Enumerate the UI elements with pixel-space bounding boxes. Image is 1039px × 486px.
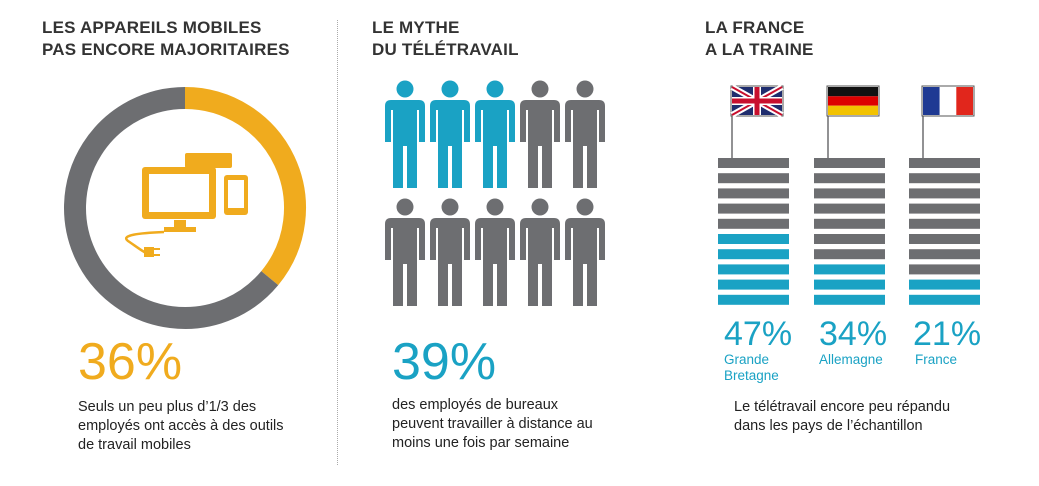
country-name-uk-line1: Grande [724, 352, 770, 367]
country-name-uk-line2: Bretagne [724, 368, 779, 383]
bar-segment-1-1 [814, 173, 885, 184]
bar-segment-1-4 [814, 218, 885, 229]
bar-segment-1-6 [814, 249, 885, 260]
country-name-germany: Allemagne [819, 352, 883, 367]
panel3-title-line2: A LA TRAINE [705, 40, 814, 59]
donut-slice-0 [184, 87, 306, 286]
bar-segment-0-1 [718, 173, 789, 184]
panel2-title-line1: LE MYTHE [372, 18, 460, 37]
panel3-description: Le télétravail encore peu répandu dans l… [734, 398, 950, 436]
bar-segment-1-3 [814, 203, 885, 214]
bar-segment-2-6 [909, 249, 980, 260]
panel2-title-line2: DU TÉLÉTRAVAIL [372, 40, 519, 59]
remote-work-pictogram [385, 80, 605, 306]
country-pct-uk: 47% [724, 315, 793, 353]
panel1-description: Seuls un peu plus d’1/3 des employés ont… [78, 398, 284, 455]
panel1-title-line1: LES APPAREILS MOBILES [42, 18, 262, 37]
bar-segment-2-7 [909, 264, 980, 275]
bar-segment-0-8 [718, 279, 789, 290]
bar-segment-0-3 [718, 203, 789, 214]
panel3-title-line1: LA FRANCE [705, 18, 805, 37]
bar-segment-2-2 [909, 188, 980, 199]
panel1-title: LES APPAREILS MOBILES PAS ENCORE MAJORIT… [42, 17, 290, 61]
panel2-description-line3: moins une fois par semaine [392, 435, 570, 451]
divider [337, 20, 338, 465]
bar-segment-2-5 [909, 234, 980, 244]
panel2-title: LE MYTHE DU TÉLÉTRAVAIL [372, 17, 519, 61]
panel2-description-line1: des employés de bureaux [392, 397, 559, 413]
bar-segment-2-9 [909, 294, 980, 305]
person-icon-6 [430, 198, 470, 306]
country-name-france: France [915, 352, 958, 367]
panel3-title: LA FRANCE A LA TRAINE [705, 17, 814, 61]
panel2-description: des employés de bureaux peuvent travaill… [392, 396, 593, 453]
country-pct-france: 21% [913, 315, 982, 353]
person-icon-2 [475, 80, 515, 188]
person-icon-0 [385, 80, 425, 188]
country-pct-germany: 34% [819, 315, 888, 353]
bar-segment-1-8 [814, 279, 885, 290]
panel3-description-line1: Le télétravail encore peu répandu [734, 399, 951, 415]
bar-segment-2-4 [909, 218, 980, 229]
panel1-description-line3: de travail mobiles [78, 437, 191, 453]
panel2-value: 39% [392, 333, 497, 391]
bar-segment-2-3 [909, 203, 980, 214]
bar-segment-0-0 [718, 158, 789, 168]
bar-segment-1-5 [814, 234, 885, 244]
donut-slice-1 [64, 87, 279, 329]
germany-flag-icon [826, 85, 880, 158]
devices-icon [125, 153, 248, 257]
person-icon-7 [475, 198, 515, 306]
panel2-description-line2: peuvent travailler à distance au [392, 416, 593, 432]
bar-segment-2-8 [909, 279, 980, 290]
bar-segment-0-6 [718, 249, 789, 260]
person-icon-5 [385, 198, 425, 306]
bar-segment-1-0 [814, 158, 885, 168]
bar-segment-0-9 [718, 294, 789, 305]
bar-segment-0-4 [718, 218, 789, 229]
bar-segment-0-2 [718, 188, 789, 199]
bar-segment-2-1 [909, 173, 980, 184]
panel1-description-line2: employés ont accès à des outils [78, 418, 284, 434]
uk-flag-icon [730, 84, 784, 158]
bar-segment-0-7 [718, 264, 789, 275]
person-icon-4 [565, 80, 605, 188]
bar-segment-1-2 [814, 188, 885, 199]
person-icon-9 [565, 198, 605, 306]
country-name-uk: Grande Bretagne [724, 352, 779, 384]
bar-segment-2-0 [909, 158, 980, 168]
bar-segment-1-9 [814, 294, 885, 305]
bar-segment-1-7 [814, 264, 885, 275]
panel1-title-line2: PAS ENCORE MAJORITAIRES [42, 40, 290, 59]
france-flag-icon [921, 85, 975, 158]
country-bars-chart [718, 84, 980, 305]
person-icon-1 [430, 80, 470, 188]
mobile-devices-donut-chart [64, 87, 306, 329]
panel3-description-line2: dans les pays de l’échantillon [734, 418, 923, 434]
person-icon-3 [520, 80, 560, 188]
panel1-value: 36% [78, 333, 183, 391]
panel1-description-line1: Seuls un peu plus d’1/3 des [78, 399, 257, 415]
person-icon-8 [520, 198, 560, 306]
bar-segment-0-5 [718, 234, 789, 244]
